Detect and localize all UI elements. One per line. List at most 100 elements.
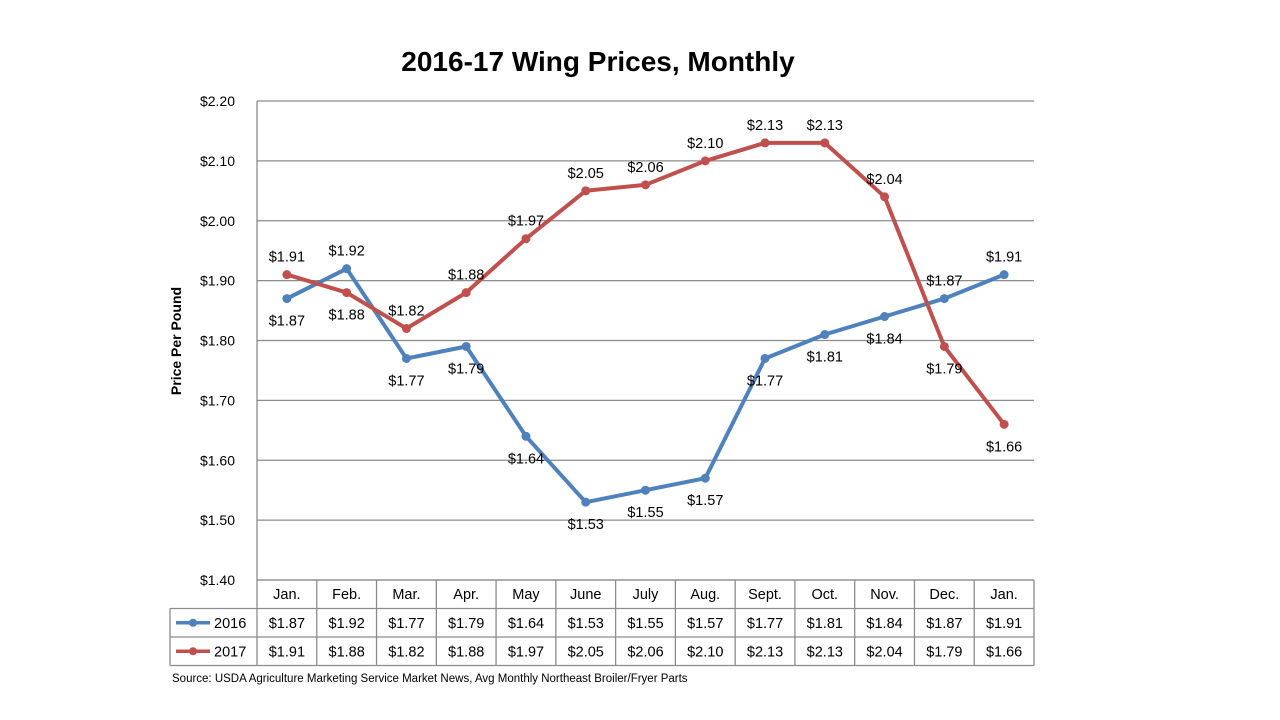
- data-point-2017: [760, 138, 770, 148]
- data-label-2016: $1.64: [508, 451, 544, 467]
- data-label-2017: $2.04: [866, 172, 902, 188]
- data-label-2017: $1.91: [269, 250, 305, 266]
- table-cell: $1.82: [388, 644, 424, 660]
- table-cell: $2.06: [627, 644, 663, 660]
- data-label-2017: $1.82: [388, 304, 424, 320]
- data-label-2016: $1.53: [568, 517, 604, 533]
- data-point-2016: [342, 264, 352, 274]
- data-label-2017: $2.05: [568, 166, 604, 182]
- y-tick-label: $2.10: [200, 153, 235, 169]
- y-tick-label: $1.90: [200, 273, 235, 289]
- legend-marker: [189, 647, 197, 656]
- data-point-2017: [880, 192, 890, 202]
- table-cell: $2.10: [687, 644, 723, 660]
- data-label-2017: $1.66: [986, 439, 1022, 455]
- table-cell: $2.05: [568, 644, 604, 660]
- table-cell: $1.57: [687, 616, 723, 632]
- table-cell: $2.13: [747, 644, 783, 660]
- table-cell: $1.79: [448, 616, 484, 632]
- data-label-2016: $1.87: [926, 274, 962, 290]
- data-label-2017: $1.88: [329, 308, 365, 324]
- data-table: Jan. Feb. Mar. Apr. May June July Aug. Sept. Oct.…: [169, 579, 1035, 667]
- y-tick-label: $1.80: [200, 333, 235, 349]
- x-tick-label: Jan.: [990, 587, 1017, 603]
- legend-label: 2017: [214, 644, 246, 660]
- data-label-2016: $1.92: [329, 244, 365, 260]
- legend-label: 2016: [214, 616, 246, 632]
- data-label-2016: $1.57: [687, 493, 723, 509]
- data-point-2016: [939, 294, 949, 304]
- data-point-2016: [880, 312, 890, 322]
- data-point-2017: [282, 270, 292, 280]
- data-point-2017: [641, 180, 650, 190]
- y-axis-ticks: $2.20 $2.10 $2.00 $1.90 $1.80 $1.70 $1.60 $1.50…: [200, 93, 235, 588]
- data-point-2016: [641, 485, 650, 495]
- table-cell: $1.92: [329, 616, 365, 632]
- table-cell: $1.79: [926, 644, 962, 660]
- y-tick-label: $1.60: [200, 452, 235, 468]
- table-cell: $1.77: [747, 616, 783, 632]
- data-label-2016: $1.79: [448, 361, 484, 377]
- table-cell: $1.88: [448, 644, 484, 660]
- table-cell: $1.66: [986, 644, 1022, 660]
- table-cell: $2.13: [807, 644, 843, 660]
- data-label-2017: $2.10: [687, 136, 723, 152]
- table-cell: $2.04: [866, 644, 902, 660]
- data-label-2017: $2.06: [627, 160, 663, 176]
- x-tick-label: June: [570, 587, 601, 603]
- data-point-2017: [401, 324, 411, 334]
- y-tick-label: $1.70: [200, 392, 235, 408]
- data-label-2016: $1.91: [986, 250, 1022, 266]
- data-label-2017: $2.13: [807, 118, 843, 134]
- source-note: Source: USDA Agriculture Marketing Servi…: [172, 673, 688, 685]
- data-point-2016: [282, 294, 292, 304]
- table-cell: $1.97: [508, 644, 544, 660]
- data-label-2016: $1.87: [269, 314, 305, 330]
- x-tick-label: July: [633, 587, 660, 603]
- table-cell: $1.55: [627, 616, 663, 632]
- table-cell: $1.91: [269, 644, 305, 660]
- y-tick-label: $2.20: [200, 93, 235, 109]
- y-tick-label: $1.40: [200, 572, 235, 588]
- x-tick-label: Feb.: [332, 587, 361, 603]
- x-tick-label: May: [512, 587, 540, 603]
- table-cell: $1.88: [329, 644, 365, 660]
- x-tick-label: Jan.: [273, 587, 300, 603]
- data-point-2017: [700, 156, 710, 166]
- series-lines: [282, 138, 1009, 507]
- x-tick-label: Mar.: [392, 587, 420, 603]
- data-label-2017: $1.88: [448, 268, 484, 284]
- chart-title: 2016-17 Wing Prices, Monthly: [401, 46, 795, 77]
- data-point-2016: [461, 341, 471, 351]
- data-point-2016: [820, 330, 830, 340]
- data-point-2017: [461, 288, 471, 298]
- data-point-2017: [999, 419, 1009, 429]
- data-label-2017: $2.13: [747, 118, 783, 134]
- data-point-2017: [820, 138, 830, 148]
- data-point-2016: [521, 431, 531, 441]
- data-point-2016: [760, 353, 770, 363]
- table-cell: $1.77: [388, 616, 424, 632]
- x-tick-label: Nov.: [870, 587, 899, 603]
- table-cell: $1.87: [269, 616, 305, 632]
- y-axis-label: Price Per Pound: [168, 287, 184, 395]
- data-label-2016: $1.77: [747, 373, 783, 389]
- data-label-2016: $1.77: [388, 373, 424, 389]
- data-point-2017: [342, 288, 352, 298]
- data-labels: $1.87 $1.91 $1.92 $1.88 $1.77 $1.82 $1.79 $1.88…: [269, 118, 1023, 533]
- table-cell: $1.87: [926, 616, 962, 632]
- data-label-2017: $1.97: [508, 214, 544, 230]
- table-cell: $1.81: [807, 616, 843, 632]
- table-cell: $1.64: [508, 616, 544, 632]
- data-point-2017: [581, 186, 591, 196]
- x-tick-label: Oct.: [812, 587, 839, 603]
- x-tick-label: Dec.: [929, 587, 959, 603]
- table-cell: $1.91: [986, 616, 1022, 632]
- x-tick-label: Sept.: [748, 587, 782, 603]
- data-point-2016: [999, 270, 1009, 280]
- legend-marker: [189, 618, 197, 627]
- data-point-2017: [939, 341, 949, 351]
- data-point-2017: [521, 234, 531, 244]
- data-point-2016: [581, 497, 591, 507]
